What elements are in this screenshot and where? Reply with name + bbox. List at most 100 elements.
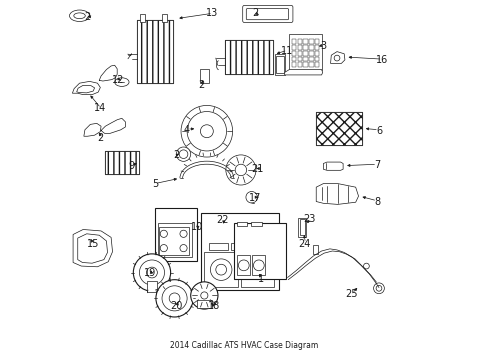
Text: 2: 2 [84,12,90,22]
Text: 25: 25 [345,289,357,299]
FancyBboxPatch shape [246,9,288,20]
Bar [224,40,273,74]
Bar [241,252,273,287]
Bar [297,62,302,67]
Bar [137,21,172,83]
Bar [303,62,307,67]
Bar [276,55,283,73]
Text: 17: 17 [248,193,261,203]
Bar [236,222,247,226]
Bar [303,51,307,55]
Circle shape [252,265,262,274]
Circle shape [200,125,213,138]
Circle shape [235,164,246,176]
Circle shape [187,112,226,151]
Text: 21: 21 [250,164,263,174]
Circle shape [169,293,180,304]
Bar [308,51,313,55]
Bar [105,151,139,174]
Circle shape [210,259,231,280]
Polygon shape [316,184,358,204]
Text: 2: 2 [97,133,103,143]
Text: 2: 2 [173,150,179,160]
Bar [162,14,167,22]
Circle shape [160,244,167,252]
Bar [105,151,139,174]
Bar [297,40,302,44]
Bar [237,255,249,275]
Bar [155,208,197,261]
Text: 8: 8 [373,197,380,207]
Bar [230,243,244,250]
Bar [308,62,313,67]
Ellipse shape [115,78,129,86]
Bar [159,226,189,255]
Circle shape [146,267,157,278]
Text: 22: 22 [216,215,229,225]
Bar [252,255,264,275]
Text: 3: 3 [320,41,326,50]
Bar [291,45,296,50]
Bar [303,57,307,61]
Polygon shape [323,162,343,170]
Bar [316,112,362,145]
Circle shape [225,155,255,185]
Bar [308,40,313,44]
Circle shape [245,192,257,203]
Bar [316,112,362,145]
Bar [158,223,191,257]
Bar [147,281,157,292]
Text: 14: 14 [94,103,106,113]
Bar [314,57,319,61]
Bar [197,301,211,309]
Bar [314,40,319,44]
Bar [199,69,208,83]
Text: 23: 23 [302,215,315,224]
Bar [250,222,261,226]
Circle shape [238,260,249,271]
Bar [297,45,302,50]
Circle shape [180,230,187,237]
Ellipse shape [74,13,85,19]
Bar [291,51,296,55]
Circle shape [247,260,267,280]
Bar [303,45,307,50]
Bar [274,54,285,75]
Circle shape [363,263,368,269]
Circle shape [190,282,218,309]
Text: 10: 10 [191,222,203,231]
Polygon shape [73,229,112,267]
Ellipse shape [69,10,89,22]
Circle shape [201,292,207,299]
Polygon shape [72,81,100,95]
Polygon shape [284,69,322,75]
Text: 1: 1 [257,274,263,284]
Bar [291,62,296,67]
Text: 18: 18 [207,301,220,311]
Circle shape [162,286,187,311]
Text: 9: 9 [128,161,134,171]
Text: 2014 Cadillac ATS HVAC Case Diagram: 2014 Cadillac ATS HVAC Case Diagram [170,341,318,350]
Bar [289,35,321,69]
Circle shape [181,105,232,157]
Bar [303,40,307,44]
Text: 5: 5 [151,179,158,189]
Bar [314,45,319,50]
Text: 6: 6 [375,126,381,135]
Bar [299,220,304,235]
Bar [208,243,228,250]
Bar [308,45,313,50]
Polygon shape [77,85,94,93]
Text: 12: 12 [112,75,124,85]
Polygon shape [78,234,107,263]
Circle shape [156,280,193,317]
Circle shape [333,55,339,61]
Circle shape [133,254,170,291]
Bar [291,40,296,44]
Text: 19: 19 [144,267,156,278]
Bar [314,62,319,67]
Circle shape [180,244,187,252]
Circle shape [160,230,167,237]
Circle shape [373,283,384,294]
Bar [204,252,238,287]
